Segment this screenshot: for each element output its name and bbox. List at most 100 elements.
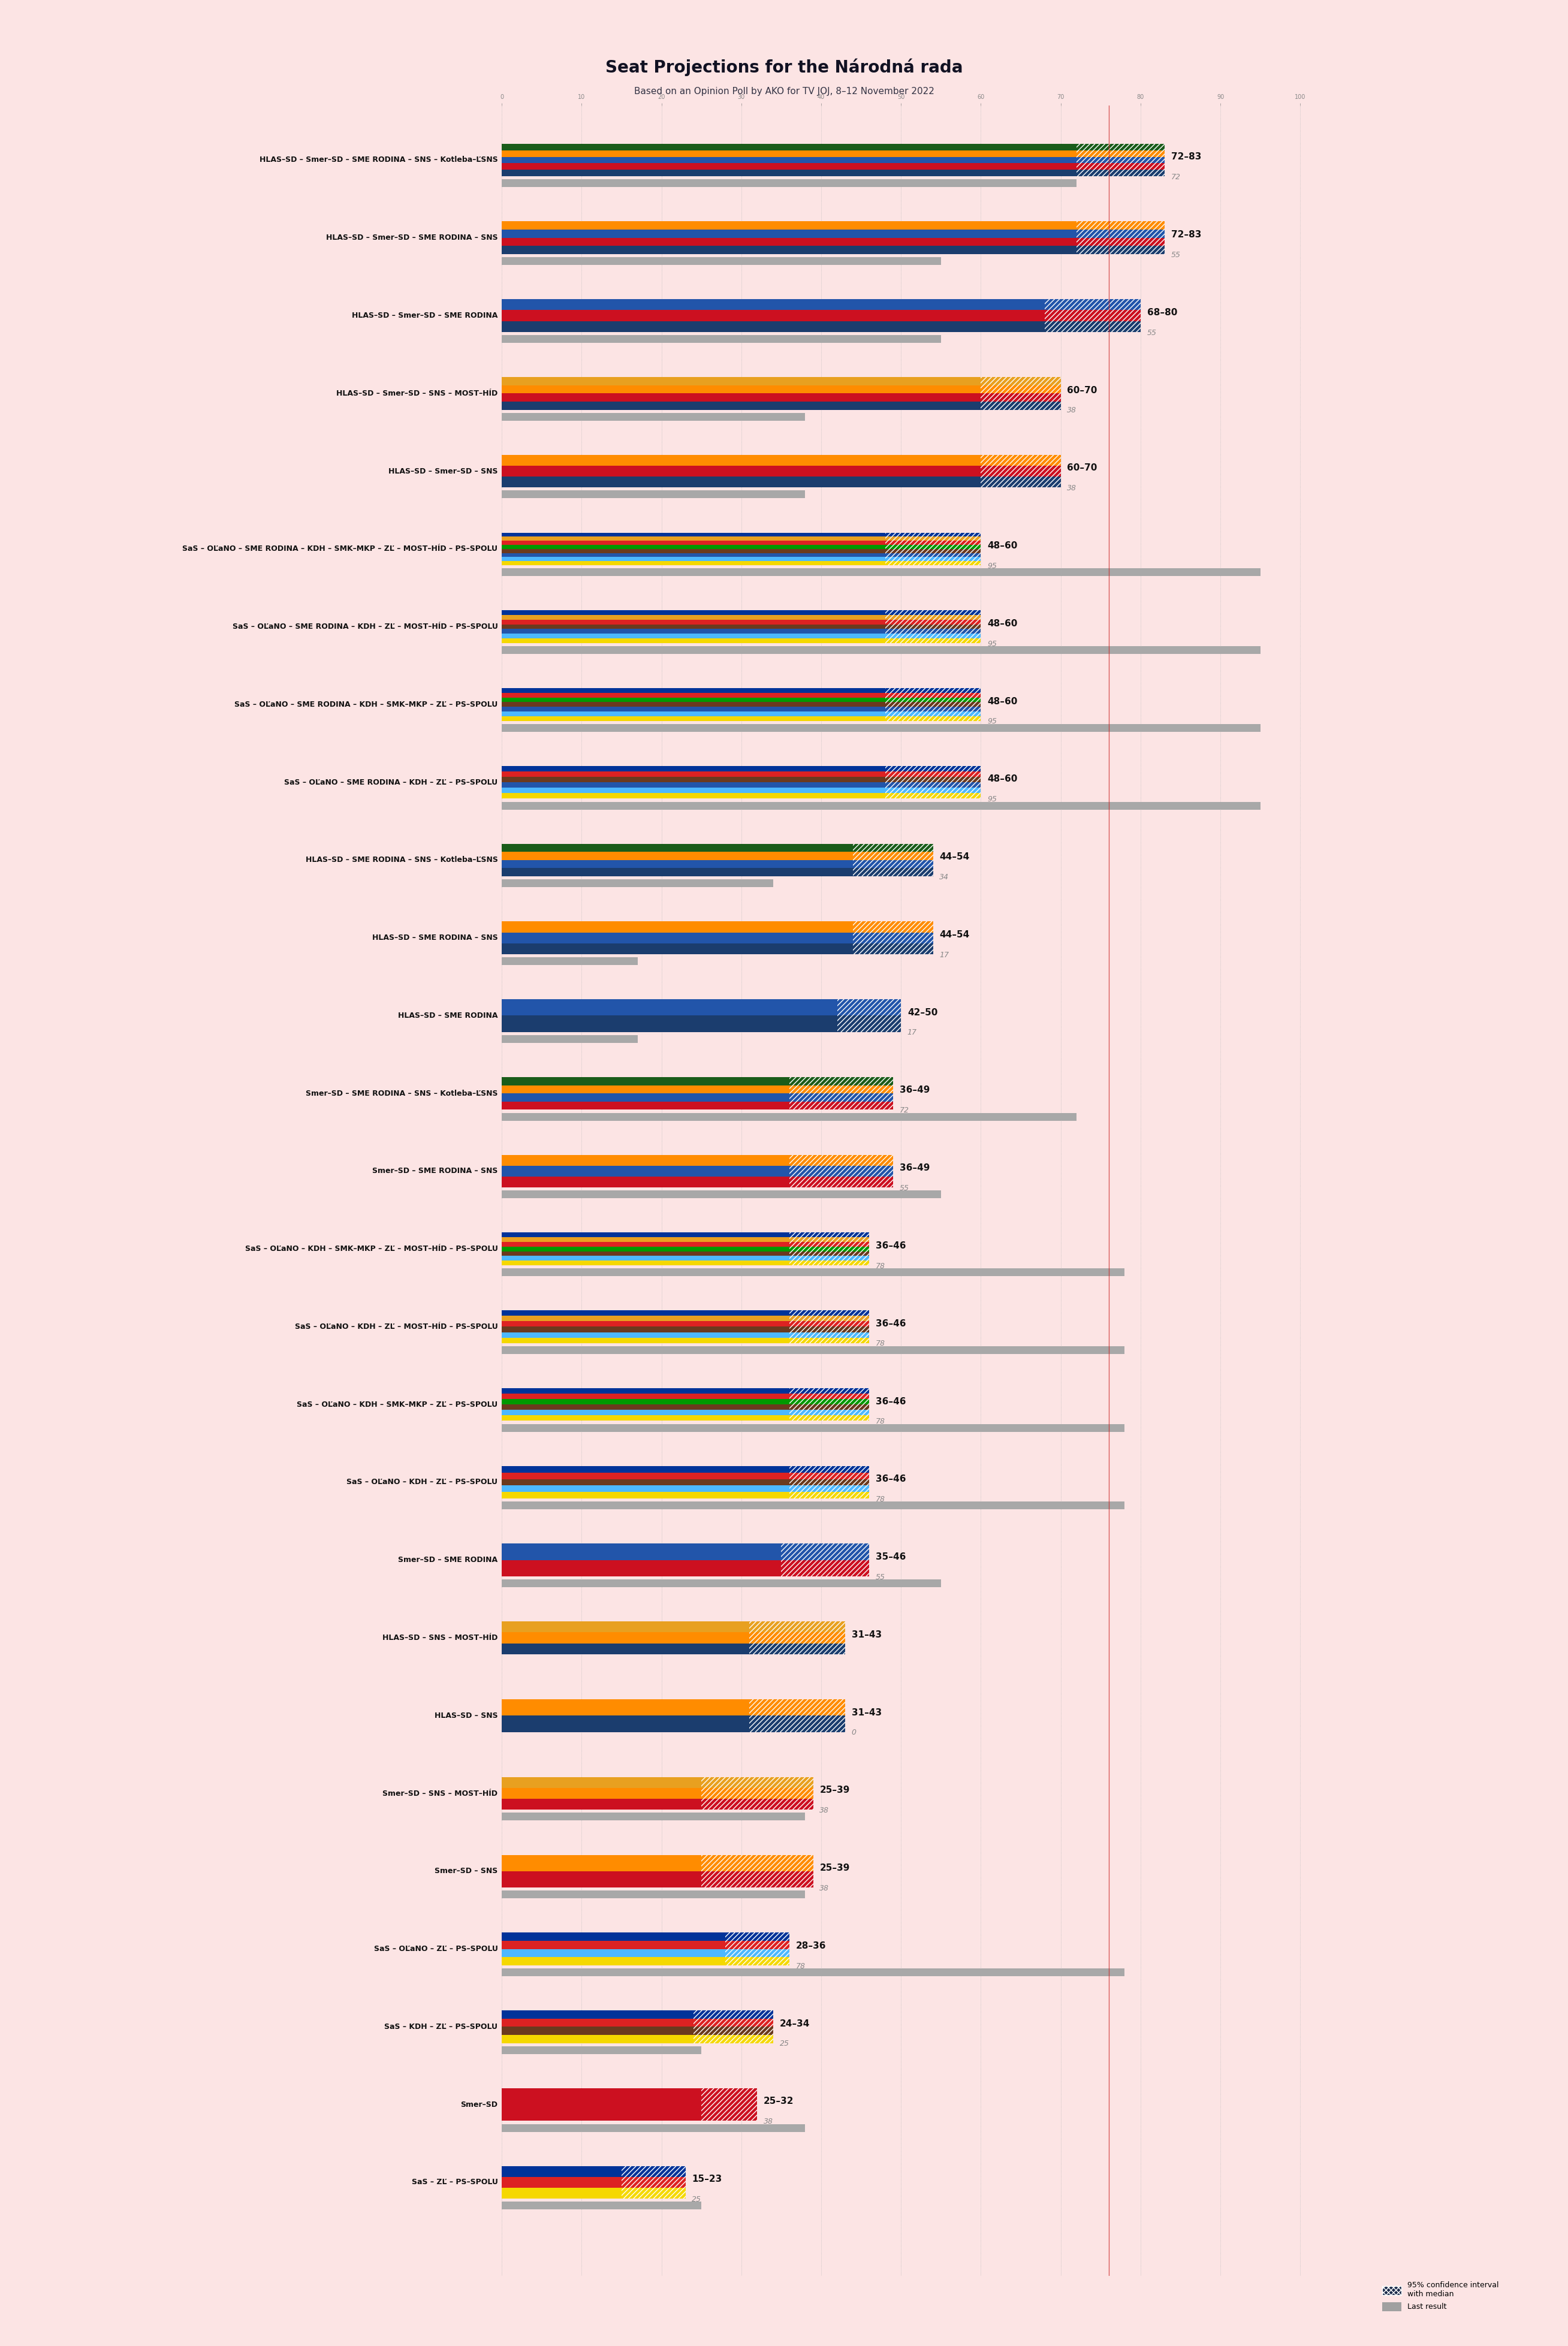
Bar [502, 1466, 869, 1473]
Text: SaS – ZĽ – PS–SPOLU: SaS – ZĽ – PS–SPOLU [411, 2179, 497, 2186]
Text: HLAS–SD – Smer–SD – SME RODINA: HLAS–SD – Smer–SD – SME RODINA [351, 312, 497, 319]
Bar [789, 1466, 869, 1499]
Bar [1044, 300, 1140, 331]
Text: 55: 55 [1171, 251, 1181, 258]
Text: 25–32: 25–32 [764, 2097, 793, 2107]
Bar [502, 1633, 845, 1642]
Bar [789, 1311, 869, 1342]
Bar [502, 1560, 869, 1577]
Bar [693, 2011, 773, 2043]
Text: Smer–SD – SME RODINA – SNS – Kotleba–ĽSNS: Smer–SD – SME RODINA – SNS – Kotleba–ĽSN… [306, 1089, 497, 1098]
Bar [502, 1389, 869, 1394]
Text: SaS – OĽaNO – SME RODINA – KDH – ZĽ – MOST–HÍD – PS–SPOLU: SaS – OĽaNO – SME RODINA – KDH – ZĽ – MO… [232, 622, 497, 631]
Bar [502, 1269, 1124, 1276]
Bar [502, 401, 1060, 411]
Bar [502, 1166, 894, 1178]
Bar [502, 385, 1060, 394]
Bar [502, 561, 982, 565]
Bar [502, 1016, 902, 1032]
Text: 95: 95 [988, 718, 997, 725]
Text: HLAS–SD – SNS – MOST–HÍD: HLAS–SD – SNS – MOST–HÍD [383, 1633, 497, 1642]
Bar [502, 931, 933, 943]
Bar [502, 868, 933, 877]
Bar [502, 999, 902, 1016]
Bar [502, 624, 982, 629]
Bar [502, 2165, 685, 2177]
Bar [502, 687, 982, 692]
Text: 38: 38 [820, 1884, 829, 1893]
Bar [502, 1333, 869, 1337]
Bar [502, 1328, 869, 1333]
Bar [502, 645, 1261, 655]
Bar [502, 1856, 814, 1872]
Bar [502, 1347, 1124, 1354]
Bar [837, 999, 902, 1032]
Text: 25–39: 25–39 [820, 1863, 850, 1872]
Text: SaS – OĽaNO – KDH – ZĽ – PS–SPOLU: SaS – OĽaNO – KDH – ZĽ – PS–SPOLU [347, 1478, 497, 1485]
Bar [502, 1485, 869, 1492]
Bar [789, 1389, 869, 1422]
Text: 55: 55 [875, 1574, 884, 1581]
Bar [502, 711, 982, 716]
Text: SaS – OĽaNO – SME RODINA – KDH – SMK–MKP – ZĽ – PS–SPOLU: SaS – OĽaNO – SME RODINA – KDH – SMK–MKP… [235, 701, 497, 708]
Text: 78: 78 [795, 1961, 806, 1971]
Text: 48–60: 48–60 [988, 774, 1018, 784]
Text: HLAS–SD – Smer–SD – SNS – MOST–HÍD: HLAS–SD – Smer–SD – SNS – MOST–HÍD [337, 389, 497, 396]
Bar [502, 467, 1060, 476]
Bar [502, 777, 982, 781]
Bar [502, 1178, 894, 1187]
Text: 38: 38 [764, 2118, 773, 2125]
Text: 34: 34 [939, 873, 949, 882]
Bar [502, 629, 982, 633]
Text: Smer–SD: Smer–SD [461, 2100, 497, 2109]
Bar [502, 633, 982, 638]
Bar [502, 2177, 685, 2189]
Bar [502, 455, 1060, 467]
Bar [502, 1891, 806, 1898]
Bar [502, 533, 982, 537]
Bar [502, 2123, 806, 2133]
Bar [621, 2165, 685, 2198]
Bar [502, 1189, 941, 1199]
Bar [502, 394, 1060, 401]
Text: 55: 55 [900, 1185, 909, 1192]
Text: 42–50: 42–50 [908, 1009, 938, 1016]
Bar [502, 1246, 869, 1250]
Bar [502, 1236, 869, 1241]
Bar [502, 1232, 869, 1236]
Bar [502, 1492, 869, 1499]
Text: 17: 17 [908, 1030, 917, 1037]
Bar [789, 1154, 894, 1187]
Legend: 95% confidence interval
with median, Last result: 95% confidence interval with median, Las… [1380, 2278, 1502, 2313]
Text: Smer–SD – SNS – MOST–HÍD: Smer–SD – SNS – MOST–HÍD [383, 1790, 497, 1797]
Bar [750, 1621, 845, 1654]
Bar [502, 781, 982, 788]
Bar [502, 246, 1165, 253]
Bar [502, 540, 982, 544]
Text: SaS – OĽaNO – ZĽ – PS–SPOLU: SaS – OĽaNO – ZĽ – PS–SPOLU [373, 1945, 497, 1952]
Bar [502, 610, 982, 615]
Bar [502, 615, 982, 619]
Bar [502, 2018, 773, 2027]
Text: Smer–SD – SME RODINA: Smer–SD – SME RODINA [398, 1555, 497, 1565]
Text: 31–43: 31–43 [851, 1630, 881, 1640]
Text: 78: 78 [875, 1494, 884, 1504]
Text: 72: 72 [900, 1107, 909, 1114]
Text: SaS – OĽaNO – KDH – ZĽ – MOST–HÍD – PS–SPOLU: SaS – OĽaNO – KDH – ZĽ – MOST–HÍD – PS–S… [295, 1323, 497, 1330]
Bar [853, 845, 933, 877]
Bar [502, 638, 982, 643]
Bar [502, 1950, 789, 1957]
Bar [884, 687, 982, 720]
Text: SaS – OĽaNO – SME RODINA – KDH – SMK–MKP – ZĽ – MOST–HÍD – PS–SPOLU: SaS – OĽaNO – SME RODINA – KDH – SMK–MKP… [182, 544, 497, 554]
Bar [502, 237, 1165, 246]
Bar [502, 2189, 685, 2198]
Bar [502, 845, 933, 852]
Bar [502, 1311, 869, 1316]
Text: 24–34: 24–34 [779, 2020, 809, 2027]
Text: 78: 78 [875, 1417, 884, 1426]
Bar [884, 610, 982, 643]
Bar [502, 300, 1140, 310]
Bar [502, 880, 773, 887]
Bar [502, 1872, 814, 1889]
Text: 36–46: 36–46 [875, 1318, 906, 1328]
